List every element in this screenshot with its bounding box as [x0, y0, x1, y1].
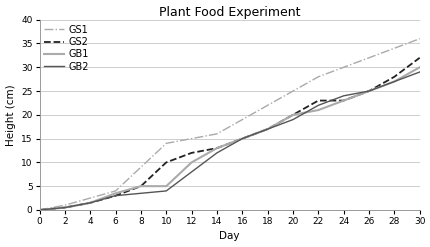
GB1	[366, 90, 371, 93]
GS1	[315, 75, 320, 78]
GB2	[87, 201, 92, 204]
GB1	[264, 128, 270, 131]
Title: Plant Food Experiment: Plant Food Experiment	[159, 5, 300, 19]
GB2	[290, 118, 295, 121]
Legend: GS1, GS2, GB1, GB2: GS1, GS2, GB1, GB2	[43, 23, 91, 74]
GS1	[37, 208, 42, 211]
GB1	[214, 147, 219, 150]
Line: GS1: GS1	[40, 39, 419, 210]
GB2	[113, 194, 118, 197]
GB2	[214, 151, 219, 154]
GB1	[340, 99, 345, 102]
GS2	[366, 90, 371, 93]
GB1	[37, 208, 42, 211]
GS2	[87, 201, 92, 204]
GB1	[189, 161, 194, 164]
GS1	[366, 56, 371, 59]
GB1	[87, 201, 92, 204]
GS1	[189, 137, 194, 140]
GS2	[163, 161, 169, 164]
GB2	[62, 206, 68, 209]
GS1	[113, 189, 118, 192]
GB1	[62, 206, 68, 209]
GB2	[239, 137, 244, 140]
GB1	[138, 185, 143, 188]
GS2	[138, 185, 143, 188]
GB1	[391, 80, 396, 83]
GB2	[163, 189, 169, 192]
GB1	[416, 66, 421, 69]
GB2	[366, 90, 371, 93]
GB1	[113, 192, 118, 195]
GS2	[189, 151, 194, 154]
GS2	[239, 137, 244, 140]
GS2	[315, 99, 320, 102]
GS1	[87, 197, 92, 200]
GB2	[315, 104, 320, 107]
GB2	[416, 71, 421, 74]
GS2	[340, 99, 345, 102]
GB1	[315, 109, 320, 112]
GS1	[138, 166, 143, 169]
GS2	[416, 56, 421, 59]
GS1	[391, 47, 396, 50]
GB2	[340, 94, 345, 97]
GS2	[214, 147, 219, 150]
GS2	[37, 208, 42, 211]
X-axis label: Day: Day	[219, 231, 240, 242]
GS2	[113, 194, 118, 197]
GS1	[239, 118, 244, 121]
GB2	[138, 192, 143, 195]
GB2	[391, 80, 396, 83]
GS2	[391, 75, 396, 78]
Line: GB2: GB2	[40, 72, 419, 210]
GB2	[37, 208, 42, 211]
GB2	[189, 170, 194, 173]
Line: GB1: GB1	[40, 67, 419, 210]
GB2	[264, 128, 270, 131]
GS1	[416, 37, 421, 40]
GS2	[264, 128, 270, 131]
GS2	[290, 113, 295, 116]
Line: GS2: GS2	[40, 58, 419, 210]
Y-axis label: Height (cm): Height (cm)	[6, 84, 15, 146]
GS1	[214, 132, 219, 135]
GS1	[163, 142, 169, 145]
GB1	[290, 113, 295, 116]
GB1	[239, 137, 244, 140]
GS1	[62, 204, 68, 207]
GS1	[264, 104, 270, 107]
GS1	[290, 90, 295, 93]
GB1	[163, 185, 169, 188]
GS1	[340, 66, 345, 69]
GS2	[62, 206, 68, 209]
